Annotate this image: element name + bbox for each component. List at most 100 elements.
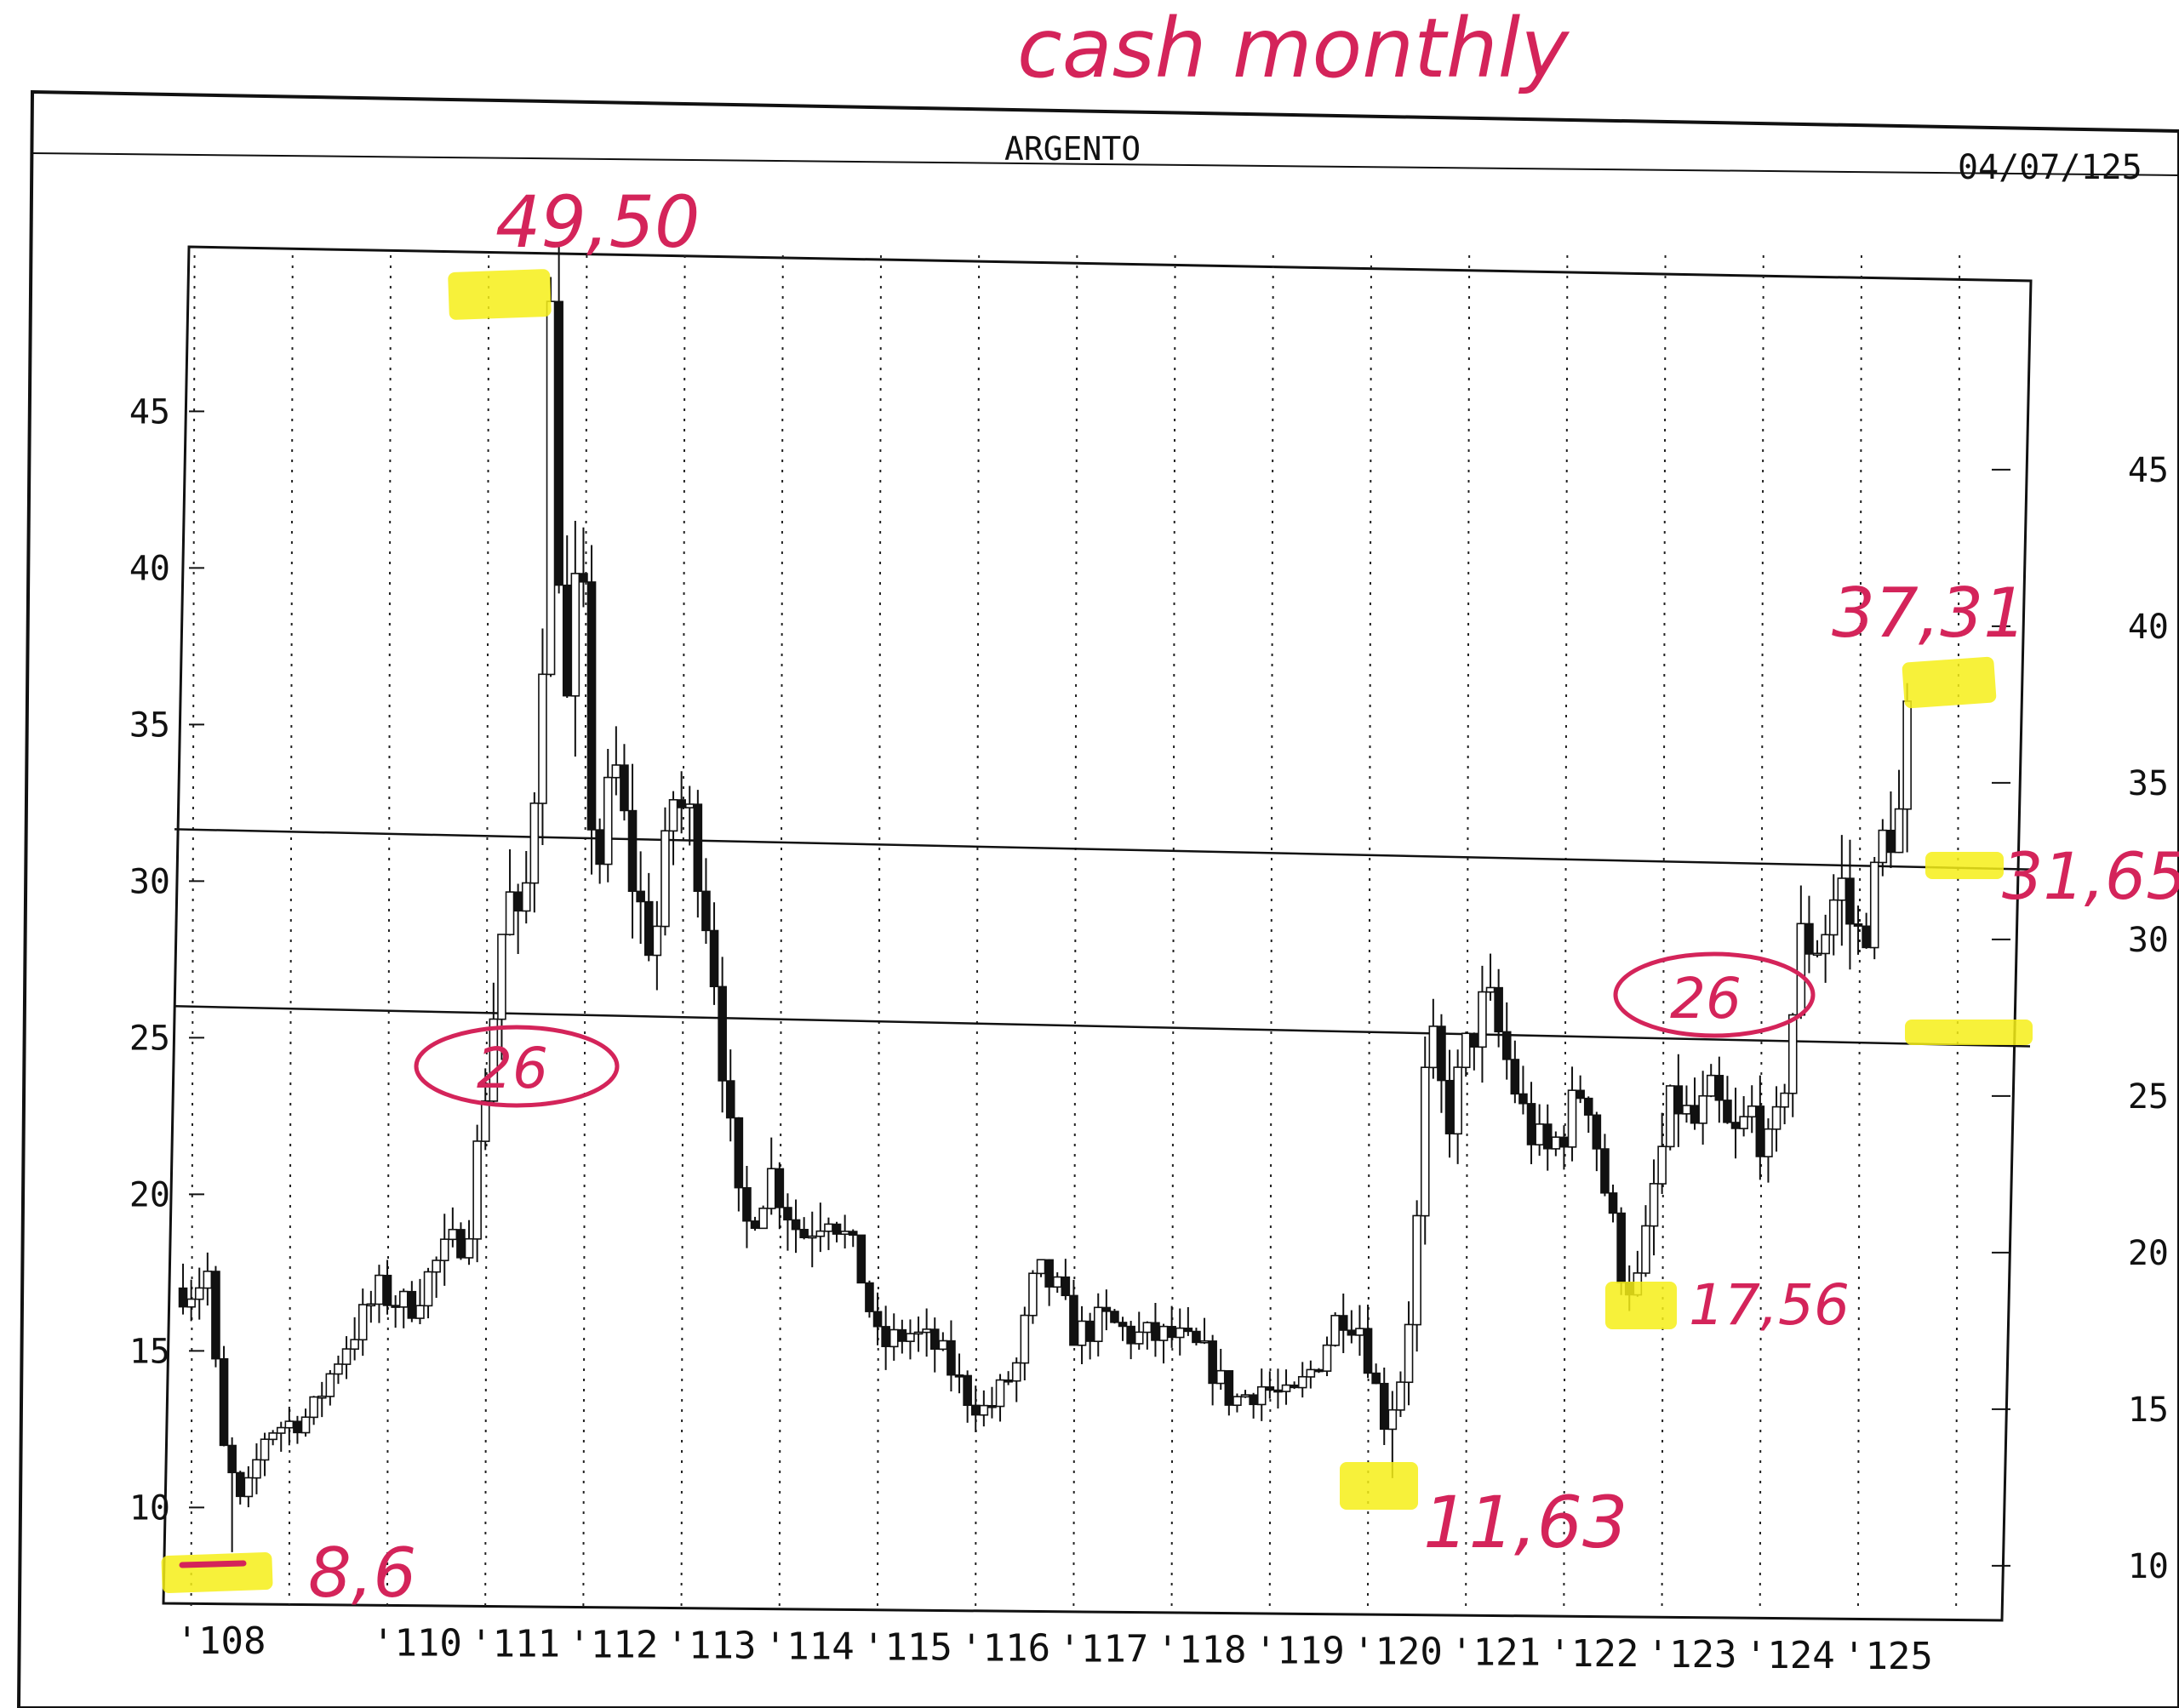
gridline-115 xyxy=(876,254,882,1609)
candle xyxy=(1175,1308,1185,1356)
x-tick-label-121: '121 xyxy=(1450,1631,1541,1675)
candle-body xyxy=(186,1298,196,1308)
y-tick-label-right-35: 35 xyxy=(2128,764,2169,803)
candle xyxy=(1036,1259,1046,1277)
candle-body xyxy=(668,798,678,832)
candle xyxy=(1338,1294,1348,1354)
horizontal-levels xyxy=(174,828,2031,1048)
candle-body xyxy=(586,581,597,831)
candle xyxy=(603,748,613,883)
candle-body xyxy=(1093,1306,1103,1342)
candle-body xyxy=(1485,986,1496,993)
candle xyxy=(1256,1368,1267,1421)
candle-body xyxy=(906,1333,915,1342)
candle xyxy=(1273,1368,1283,1409)
candle-body xyxy=(1297,1375,1307,1389)
candle-body xyxy=(824,1223,833,1232)
gridline-114 xyxy=(778,254,784,1609)
highlight-peak xyxy=(448,269,552,320)
candle xyxy=(693,790,703,918)
candle-body xyxy=(1347,1329,1357,1336)
candle-body xyxy=(954,1374,964,1378)
candle-body xyxy=(938,1340,948,1351)
candle xyxy=(815,1202,826,1253)
gridline-124 xyxy=(1759,254,1764,1609)
candle xyxy=(1739,1096,1748,1137)
candle-body xyxy=(947,1340,956,1376)
y-tick-label-right-20: 20 xyxy=(2128,1234,2169,1273)
candle xyxy=(1780,1083,1789,1125)
candle-body xyxy=(1771,1105,1782,1130)
candle-body xyxy=(1208,1340,1217,1385)
candle xyxy=(1706,1064,1716,1098)
candle xyxy=(1869,856,1879,960)
candle xyxy=(865,1280,874,1318)
candle-body xyxy=(1494,986,1503,1033)
candle xyxy=(1167,1305,1176,1348)
candle-body xyxy=(1698,1094,1707,1124)
candle xyxy=(954,1353,964,1394)
candle xyxy=(235,1471,245,1505)
candle xyxy=(423,1267,433,1319)
candle xyxy=(334,1355,343,1385)
candle xyxy=(1665,1084,1675,1151)
candle-body xyxy=(922,1328,931,1334)
candle xyxy=(1158,1323,1169,1364)
candle xyxy=(1249,1392,1258,1419)
candle xyxy=(1240,1390,1250,1398)
candle-body xyxy=(1444,1079,1455,1134)
candle-body xyxy=(1273,1389,1283,1393)
candle-body xyxy=(718,985,727,1082)
candle-body xyxy=(963,1374,972,1407)
candle xyxy=(1730,1088,1741,1159)
candle xyxy=(1101,1289,1112,1331)
candle xyxy=(929,1317,940,1373)
candle-body xyxy=(1028,1272,1038,1317)
candle-body xyxy=(448,1228,458,1241)
candle-body xyxy=(1755,1105,1765,1157)
candle-body xyxy=(1085,1320,1095,1342)
candle-body xyxy=(1224,1370,1234,1406)
candle-body xyxy=(521,882,531,912)
candle-body xyxy=(775,1168,785,1208)
candle xyxy=(913,1316,924,1352)
candle xyxy=(1469,1032,1479,1071)
candle-body xyxy=(1306,1368,1316,1378)
candle-body xyxy=(1723,1100,1732,1123)
candle-body xyxy=(407,1290,417,1319)
candle-body xyxy=(865,1282,874,1312)
annotation-26-left: 26 xyxy=(477,1036,548,1101)
candle-body xyxy=(472,1140,482,1240)
candle-body xyxy=(595,829,604,865)
candle-body xyxy=(1747,1105,1757,1118)
candle-body xyxy=(913,1331,924,1335)
candle xyxy=(684,785,695,846)
candle-body xyxy=(1510,1059,1520,1095)
candle xyxy=(701,858,711,945)
candle-body xyxy=(995,1379,1005,1408)
candle xyxy=(1420,1036,1430,1245)
candle xyxy=(1894,769,1904,854)
candle-body xyxy=(1616,1212,1626,1283)
candle-body xyxy=(1706,1074,1716,1097)
candle-body xyxy=(334,1363,343,1375)
candle-body xyxy=(1412,1214,1421,1326)
candle xyxy=(227,1437,237,1552)
gridline-125 xyxy=(1856,254,1862,1609)
candle xyxy=(677,771,686,834)
candle xyxy=(357,1288,368,1357)
candle xyxy=(742,1166,752,1248)
candle xyxy=(758,1205,768,1230)
y-tick-label-right-10: 10 xyxy=(2128,1547,2169,1586)
candle-body xyxy=(1240,1394,1250,1398)
candle-body xyxy=(1690,1105,1700,1124)
candle-body xyxy=(1142,1322,1152,1334)
candle xyxy=(1853,905,1863,955)
x-tick-label-119: '119 xyxy=(1255,1630,1345,1673)
candle xyxy=(1151,1303,1160,1357)
candle-body xyxy=(1363,1328,1373,1374)
candle-body xyxy=(1764,1128,1773,1157)
candle xyxy=(1559,1125,1569,1170)
candle xyxy=(856,1234,866,1284)
